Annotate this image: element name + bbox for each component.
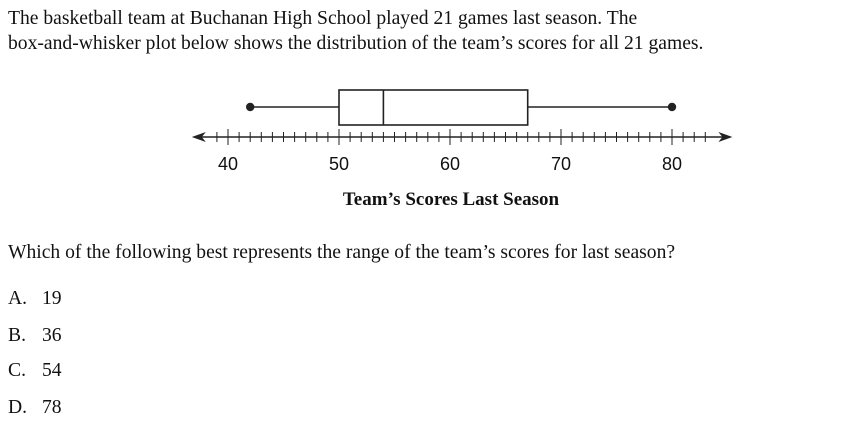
choice-value: 78: [42, 397, 62, 418]
choice-value: 36: [42, 325, 62, 346]
tick-label: 40: [218, 154, 238, 174]
choice-value: 54: [42, 360, 62, 381]
answer-choice[interactable]: B. 36: [8, 323, 62, 348]
tick-label: 50: [329, 154, 349, 174]
answer-choice[interactable]: C. 54: [8, 358, 62, 383]
intro-line-1: The basketball team at Buchanan High Sch…: [8, 8, 638, 29]
answer-choice[interactable]: A. 19: [8, 286, 62, 311]
left-arrow: [191, 132, 206, 142]
choice-letter: B.: [8, 325, 26, 346]
min-point: [246, 102, 255, 112]
box-plot: 40 50 60 70 80 Team’s Scores Last Season: [191, 89, 733, 210]
choice-value: 19: [42, 288, 62, 309]
intro-line-2: box-and-whisker plot below shows the dis…: [8, 33, 704, 54]
problem-intro: The basketball team at Buchanan High Sch…: [8, 6, 838, 56]
tick-label: 80: [662, 154, 682, 174]
answer-choice[interactable]: D. 78: [8, 395, 62, 420]
right-arrow: [718, 132, 733, 142]
axis-title: Team’s Scores Last Season: [343, 189, 560, 210]
box-q1-q3: [338, 89, 529, 126]
question-text: Which of the following best represents t…: [8, 242, 676, 263]
choice-letter: C.: [8, 360, 26, 381]
tick-label: 70: [551, 154, 571, 174]
tick-label: 60: [440, 154, 460, 174]
choice-letter: D.: [8, 397, 28, 418]
choice-letter: A.: [8, 288, 28, 309]
max-point: [667, 102, 677, 112]
